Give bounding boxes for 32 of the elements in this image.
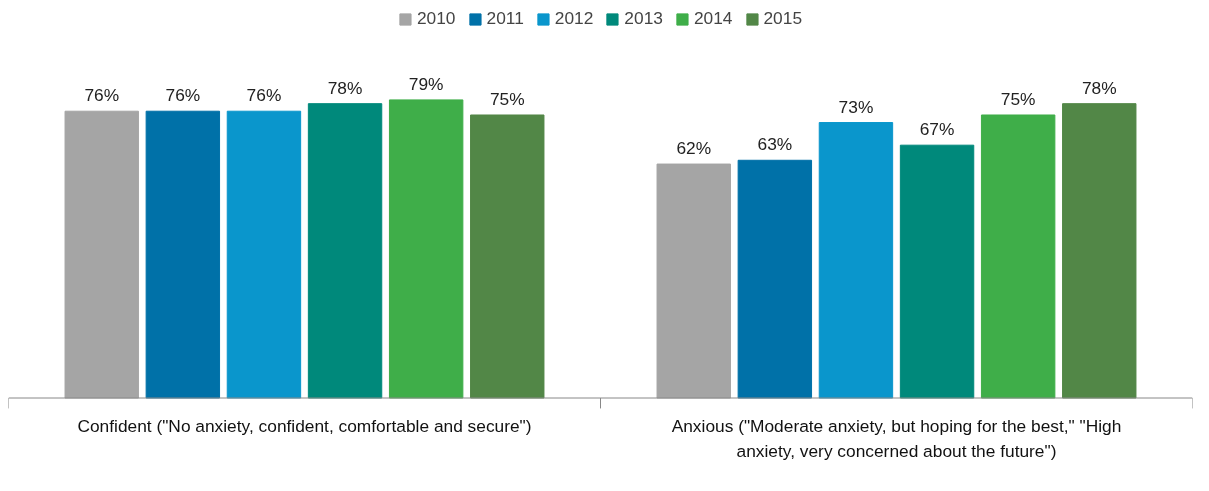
data-label: 76%: [84, 85, 120, 106]
legend-label: 2010: [416, 8, 456, 29]
bar: [388, 99, 464, 399]
bar: [145, 110, 221, 399]
legend-label: 2014: [693, 8, 733, 29]
data-label: 78%: [1081, 77, 1117, 98]
bar: [226, 110, 302, 399]
data-label: 63%: [757, 134, 793, 155]
bar: [899, 144, 975, 399]
legend-label: 2013: [624, 8, 663, 29]
bar: [470, 114, 545, 399]
data-label: 75%: [1000, 88, 1036, 109]
data-label: 76%: [165, 85, 201, 106]
data-label: 78%: [327, 77, 363, 98]
legend-label: 2015: [763, 8, 803, 29]
data-label: 67%: [919, 119, 955, 140]
legend-label: 2012: [554, 8, 594, 29]
bar: [818, 122, 894, 399]
bar: [1062, 103, 1137, 399]
bar: [737, 159, 813, 399]
legend-label: 2011: [486, 8, 524, 29]
bar: [980, 114, 1056, 399]
x-tick-label: Anxious ("Moderate anxiety, but hoping for the best," "High anxiety, very concerned about the future"): [671, 415, 1122, 461]
data-label: 76%: [246, 85, 282, 106]
data-label: 62%: [676, 138, 712, 159]
bar: [64, 110, 139, 399]
x-tick-label: Confident ("No anxiety, confident, comfortable and secure"): [77, 415, 532, 436]
bar: [307, 103, 383, 399]
data-label: 79%: [408, 73, 444, 94]
data-label: 75%: [489, 88, 525, 109]
data-label: 73%: [838, 96, 874, 117]
bar: [656, 163, 731, 399]
